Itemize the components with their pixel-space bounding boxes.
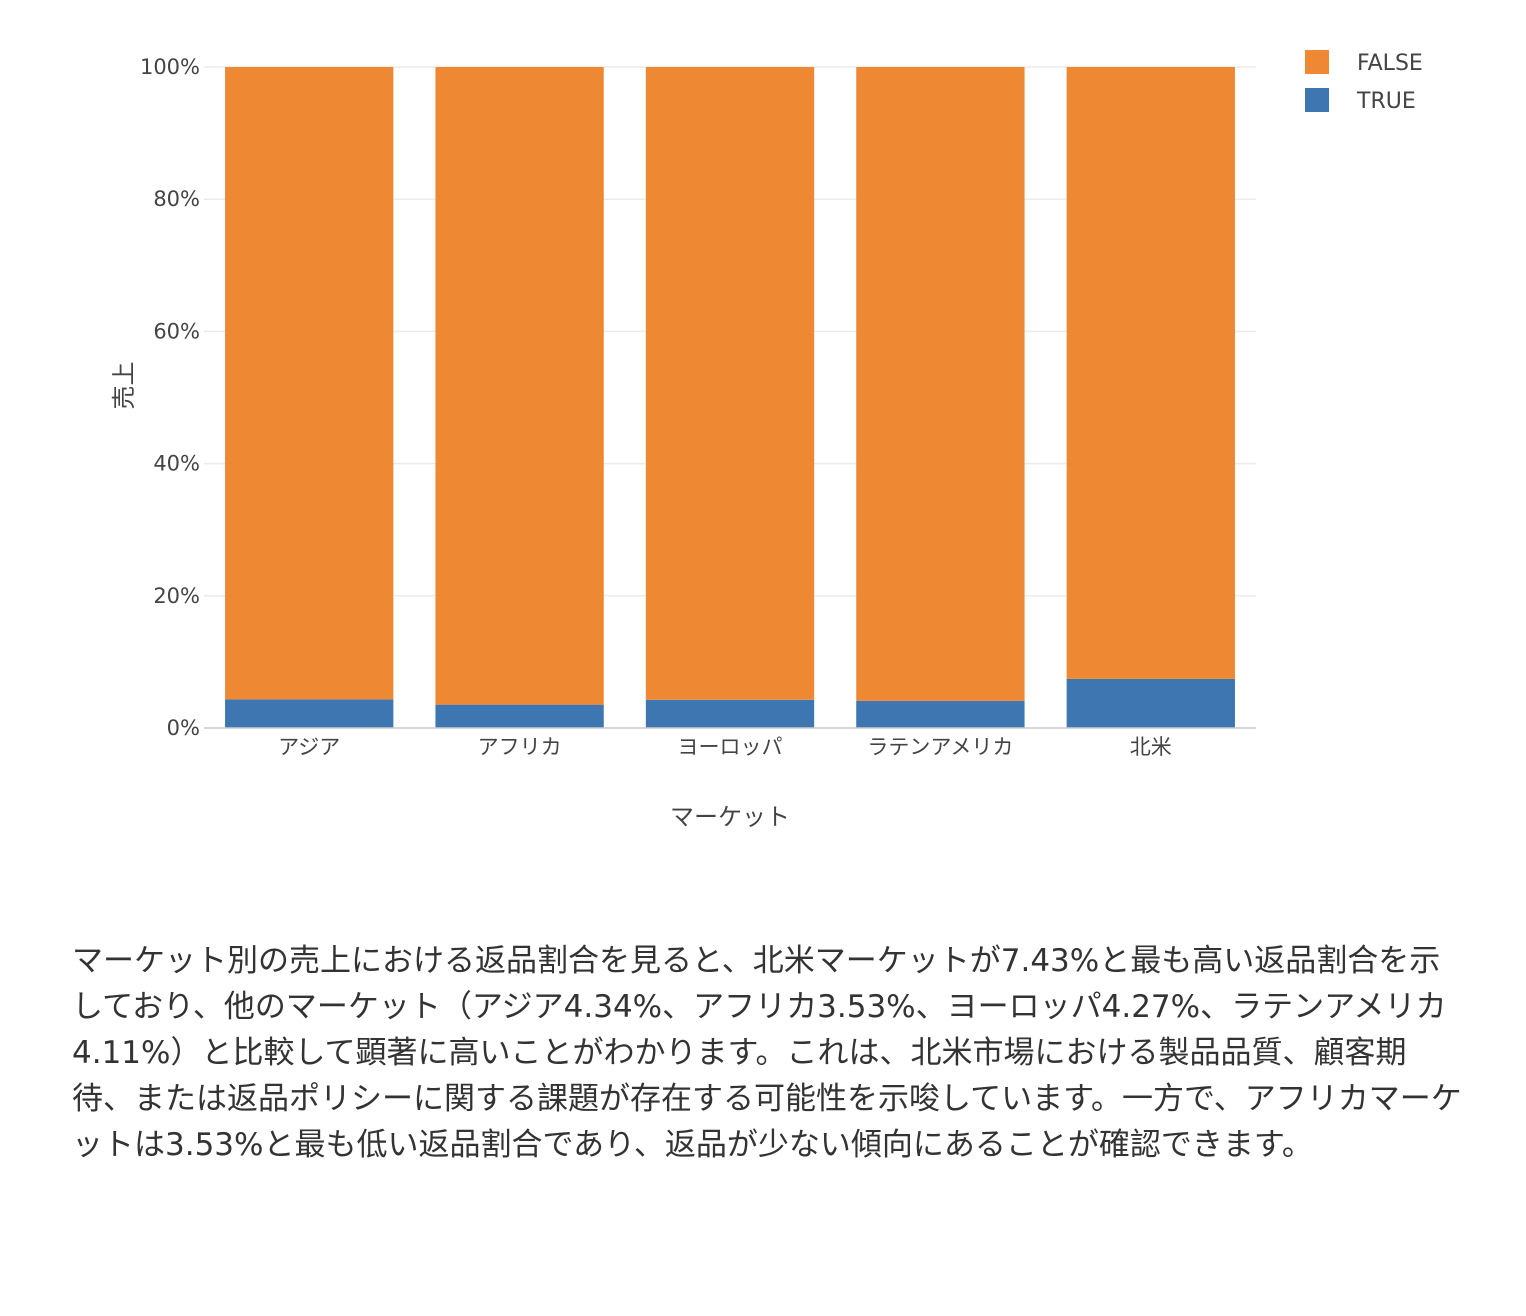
bar-true-0 bbox=[225, 699, 394, 728]
chart-canvas: 0% 20% 40% 60% 80% 100% アジア アフリカ ヨーロッパ ラテンアメリカ 北米マ… bbox=[110, 50, 1423, 831]
x-tick-label-2: ヨーロッパ bbox=[678, 735, 783, 759]
bar-false-1 bbox=[435, 67, 604, 705]
x-tick-label-3: ラテンアメリカ bbox=[867, 735, 1013, 759]
x-tick-label-0: アジア bbox=[278, 735, 340, 759]
y-tick-label-1: 20% bbox=[153, 584, 200, 608]
x-tick-label-4: 北米 bbox=[1130, 735, 1172, 759]
bar-true-1 bbox=[435, 704, 604, 728]
legend-swatch-false bbox=[1305, 50, 1329, 74]
bar-false-3 bbox=[856, 67, 1025, 701]
legend-label-false: FALSE bbox=[1357, 51, 1423, 76]
bar-false-4 bbox=[1066, 67, 1235, 679]
y-tick-label-3: 60% bbox=[153, 319, 200, 343]
bar-false-2 bbox=[645, 67, 815, 700]
y-tick-label-2: 40% bbox=[153, 452, 200, 476]
bar-true-3 bbox=[856, 700, 1025, 728]
stacked-bar-chart: 0% 20% 40% 60% 80% 100% アジア アフリカ ヨーロッパ ラテンアメリカ 北米マ… bbox=[110, 50, 1423, 831]
x-tick-label-1: アフリカ bbox=[478, 735, 562, 759]
y-tick-label-0: 0% bbox=[167, 716, 200, 740]
summary-text: マーケット別の売上における返品割合を見ると、北米マーケットが7.43%と最も高い… bbox=[72, 943, 1462, 1163]
y-tick-label-5: 100% bbox=[140, 55, 200, 79]
bar-true-4 bbox=[1066, 678, 1235, 728]
y-tick-label-4: 80% bbox=[153, 187, 200, 211]
legend-label-true: TRUE bbox=[1356, 89, 1416, 114]
x-axis-title: マーケット bbox=[670, 803, 790, 831]
bar-true-2 bbox=[645, 699, 815, 728]
bar-false-0 bbox=[225, 67, 394, 700]
legend-swatch-true bbox=[1305, 88, 1329, 112]
y-axis-title: 売上 bbox=[110, 362, 138, 410]
